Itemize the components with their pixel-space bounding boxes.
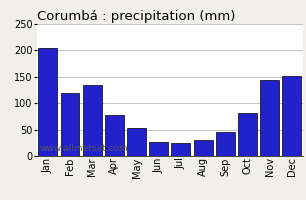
Bar <box>238 113 257 156</box>
Bar <box>38 48 57 156</box>
Text: www.allmetsat.com: www.allmetsat.com <box>39 144 128 153</box>
Bar <box>171 143 190 156</box>
Bar <box>61 93 80 156</box>
Bar <box>260 80 279 156</box>
Text: Corumbá : precipitation (mm): Corumbá : precipitation (mm) <box>37 10 235 23</box>
Bar <box>149 142 168 156</box>
Bar <box>194 140 213 156</box>
Bar <box>83 85 102 156</box>
Bar <box>282 76 301 156</box>
Bar <box>216 132 235 156</box>
Bar <box>105 115 124 156</box>
Bar <box>127 128 146 156</box>
